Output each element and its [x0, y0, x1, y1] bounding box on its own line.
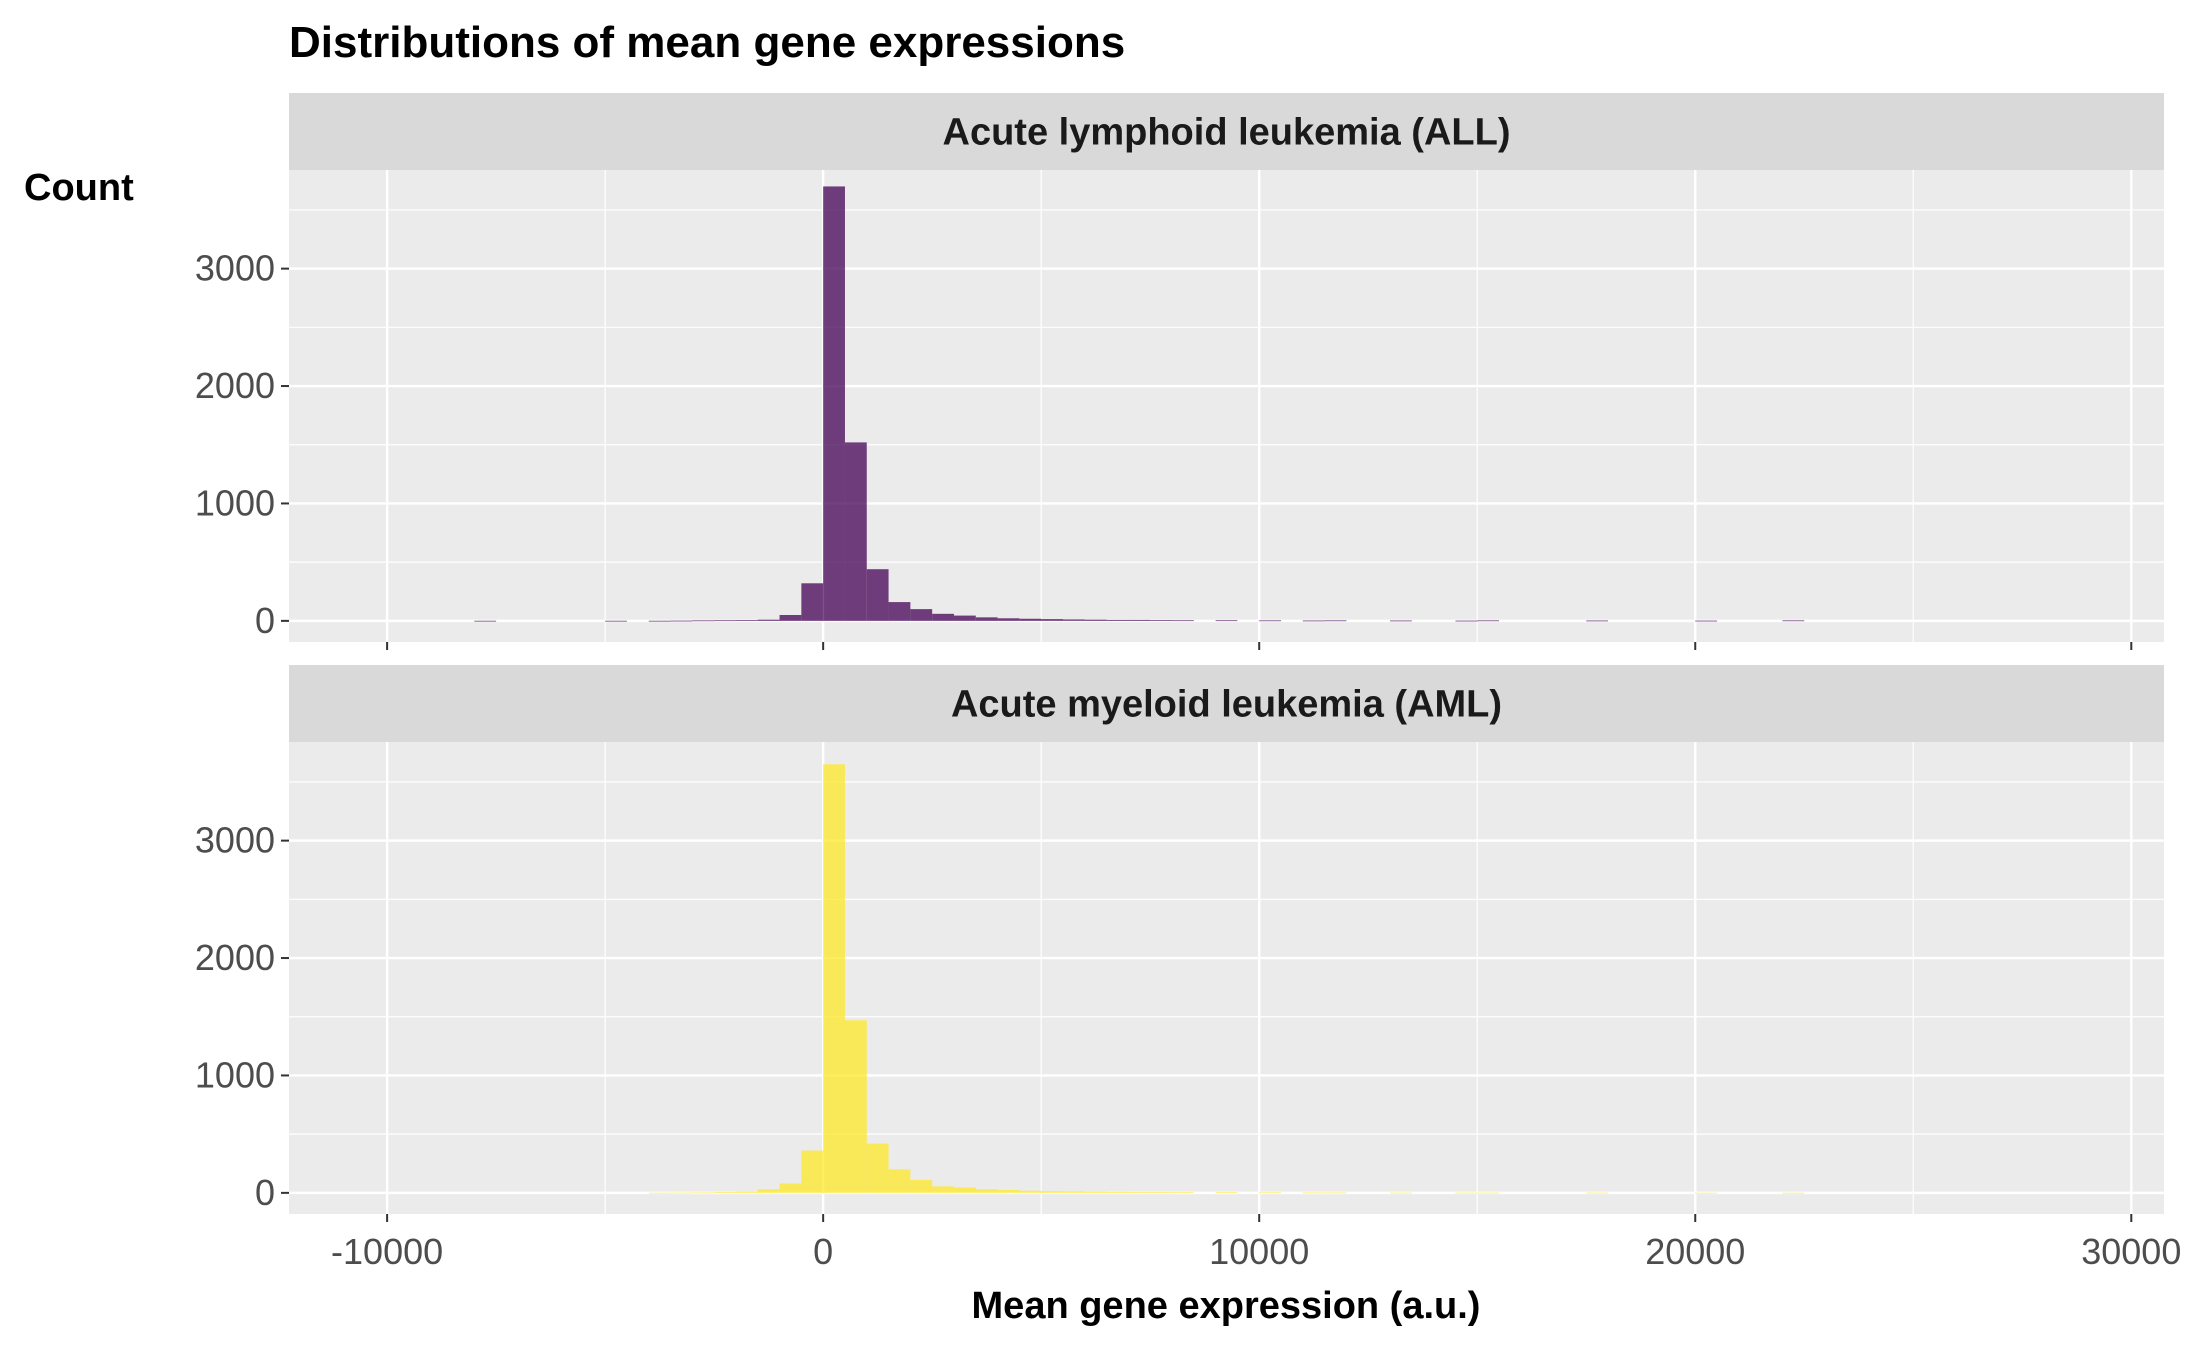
histogram-bar [1259, 620, 1282, 622]
x-tick-label: 30000 [2081, 1231, 2181, 1272]
histogram-bar [1171, 620, 1194, 622]
histogram-bar [692, 620, 715, 622]
histogram-bar [1215, 620, 1238, 622]
histogram-bar [670, 1192, 693, 1194]
histogram-bar [1695, 1192, 1718, 1194]
histogram-bar [1150, 1192, 1172, 1193]
histogram-bar [1782, 1192, 1805, 1194]
facet-strip [289, 665, 2164, 742]
histogram-bar [605, 620, 627, 622]
histogram-bar [844, 442, 867, 621]
histogram-bar [866, 569, 889, 621]
histogram-bar [1062, 1191, 1085, 1193]
histogram-bar [1455, 1192, 1478, 1194]
histogram-bar [1259, 1192, 1282, 1194]
y-tick-label: 2000 [195, 365, 275, 406]
histogram-bar [757, 619, 780, 621]
y-tick-label: 3000 [195, 248, 275, 289]
histogram-bar [1215, 1192, 1238, 1194]
histogram-bar [1150, 620, 1172, 621]
histogram-bar [1302, 620, 1325, 622]
histogram-bar [997, 1190, 1020, 1193]
histogram-bar [844, 1020, 867, 1193]
histogram-bar [714, 620, 736, 622]
histogram-bar [1062, 619, 1085, 621]
chart-title: Distributions of mean gene expressions [289, 18, 1125, 67]
histogram-bar [910, 1179, 933, 1193]
facet-panel: Acute myeloid leukemia (AML) 0 1000 2000 300… [195, 665, 2164, 1222]
histogram-bar [975, 1189, 998, 1193]
histogram-bar [932, 1186, 954, 1193]
histogram-bar [953, 1187, 976, 1193]
histogram-bar [1586, 1192, 1609, 1194]
histogram-bar [735, 1191, 758, 1193]
histogram-bar [1084, 619, 1107, 621]
histogram-bar [714, 1192, 736, 1193]
facet-strip-label: Acute myeloid leukemia (AML) [951, 684, 1502, 726]
histogram-bar [888, 602, 911, 621]
histogram-bar [1128, 1192, 1151, 1193]
histogram-bar [1302, 1192, 1325, 1194]
x-tick-label: -10000 [331, 1231, 443, 1272]
histogram-bar [888, 1169, 911, 1193]
histogram-bar [1084, 1191, 1107, 1193]
histogram-bar [1106, 1191, 1129, 1193]
histogram-bar [1041, 1191, 1063, 1193]
y-tick-label: 2000 [195, 937, 275, 978]
histogram-bar [670, 620, 693, 622]
facet-strip-label: Acute lymphoid leukemia (ALL) [943, 112, 1511, 154]
histogram-bar [1128, 619, 1151, 621]
histogram-bar [1390, 620, 1412, 622]
histogram-bar [932, 613, 954, 621]
histogram-bar [801, 1150, 824, 1193]
histogram-bar [692, 1192, 715, 1194]
histogram-bar [1586, 620, 1609, 622]
x-axis-title: Mean gene expression (a.u.) [972, 1285, 1481, 1327]
x-tick-label: 10000 [1209, 1231, 1309, 1272]
histogram-bar [648, 620, 671, 622]
facet-strip [289, 93, 2164, 170]
y-tick-label: 0 [255, 1172, 275, 1213]
histogram-bar [975, 617, 998, 621]
histogram-bar [997, 618, 1020, 621]
y-tick-label: 1000 [195, 1054, 275, 1095]
histogram-bar [1455, 620, 1478, 622]
histogram-bar [779, 614, 802, 621]
y-tick-label: 1000 [195, 482, 275, 523]
histogram-bar [1695, 620, 1718, 622]
facet-panel: Acute lymphoid leukemia (ALL) 0 1000 2000 30… [195, 93, 2164, 650]
x-tick-label: 20000 [1645, 1231, 1745, 1272]
histogram-bar [474, 620, 497, 622]
histogram-bar [866, 1143, 889, 1193]
panel-background [289, 742, 2164, 1214]
panel-background [289, 170, 2164, 642]
histogram-bar [1041, 619, 1063, 621]
facet-panels: Acute lymphoid leukemia (ALL) 0 1000 2000 30… [195, 93, 2181, 1272]
histogram-bar [801, 583, 824, 621]
histogram-bar [1019, 1190, 1042, 1193]
y-axis-title: Count [24, 167, 134, 209]
histogram-bar [1019, 618, 1042, 621]
histogram-bar [735, 620, 758, 621]
histogram-bar [953, 615, 976, 621]
histogram-bar [1390, 1192, 1412, 1194]
histogram-bar [823, 186, 845, 621]
histogram-bar [1477, 620, 1500, 622]
histogram-bar [1477, 1192, 1500, 1194]
histogram-bar [1324, 620, 1347, 622]
y-tick-label: 0 [255, 600, 275, 641]
histogram-bar [1106, 619, 1129, 621]
x-tick-label: 0 [813, 1231, 833, 1272]
y-tick-label: 3000 [195, 820, 275, 861]
histogram-bar [757, 1189, 780, 1193]
histogram-bar [823, 764, 845, 1193]
histogram-bar [779, 1183, 802, 1193]
histogram-bar [910, 609, 933, 621]
histogram-bar [1782, 620, 1805, 622]
histogram-bar [1171, 1192, 1194, 1194]
histogram-bar [1324, 1192, 1347, 1194]
histogram-bar [648, 1192, 671, 1194]
